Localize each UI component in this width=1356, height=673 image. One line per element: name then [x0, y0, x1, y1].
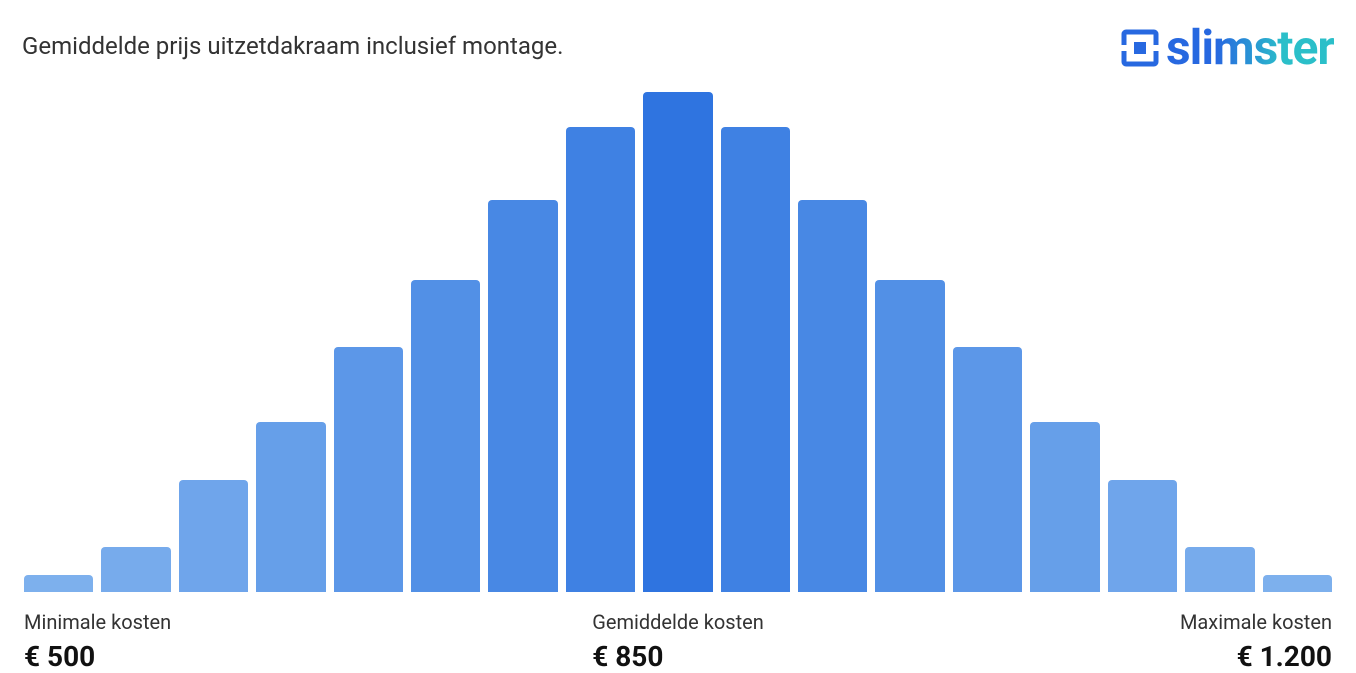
min-cost-value: € 500: [24, 640, 171, 673]
histogram-bar: [488, 200, 557, 593]
histogram-bar: [953, 347, 1022, 592]
avg-cost-title: Gemiddelde kosten: [592, 610, 764, 634]
max-cost-block: Maximale kosten € 1.200: [1180, 610, 1332, 673]
logo-square-icon: [1120, 28, 1160, 68]
histogram-bar: [798, 200, 867, 593]
histogram-bar: [256, 422, 325, 592]
price-histogram: [22, 92, 1334, 592]
min-cost-title: Minimale kosten: [24, 610, 171, 634]
cost-labels: Minimale kosten € 500 Maximale kosten € …: [22, 610, 1334, 673]
histogram-bar: [101, 547, 170, 592]
histogram-bar: [1263, 575, 1332, 593]
max-cost-title: Maximale kosten: [1180, 610, 1332, 634]
histogram-bar: [334, 347, 403, 592]
histogram-bar: [721, 127, 790, 592]
logo-text: slimster: [1166, 24, 1334, 72]
histogram-bar: [179, 480, 248, 593]
histogram-bar: [1030, 422, 1099, 592]
histogram-bar: [643, 92, 712, 592]
histogram-bar: [1185, 547, 1254, 592]
histogram-bar: [411, 280, 480, 593]
logo: slimster: [1120, 24, 1334, 72]
max-cost-value: € 1.200: [1180, 640, 1332, 673]
histogram-bar: [875, 280, 944, 593]
header: Gemiddelde prijs uitzetdakraam inclusief…: [22, 24, 1334, 72]
histogram-bar: [24, 575, 93, 593]
avg-cost-block: Gemiddelde kosten € 850: [592, 610, 764, 673]
histogram-bar: [1108, 480, 1177, 593]
chart-title: Gemiddelde prijs uitzetdakraam inclusief…: [22, 24, 563, 60]
avg-cost-value: € 850: [592, 640, 764, 673]
min-cost-block: Minimale kosten € 500: [24, 610, 171, 673]
histogram-bar: [566, 127, 635, 592]
